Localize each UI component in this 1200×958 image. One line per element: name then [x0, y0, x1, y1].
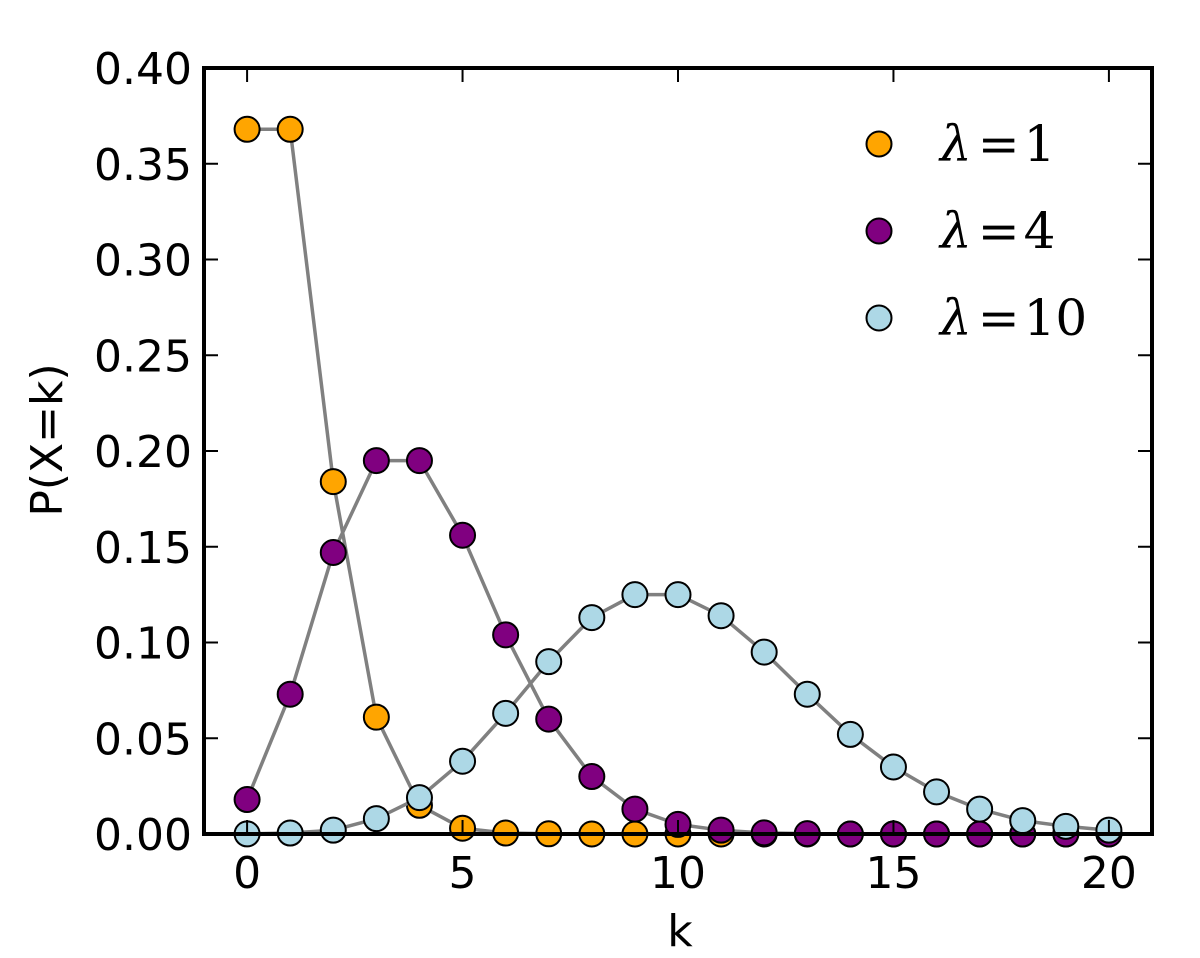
legend-equals: =	[978, 202, 1020, 260]
x-axis-label: k	[667, 906, 693, 957]
y-tick-label: 0.25	[94, 331, 192, 382]
legend-label: λ =1	[938, 115, 1055, 173]
data-point	[923, 778, 951, 806]
legend: λ =1λ =4λ =10	[865, 115, 1087, 347]
y-tick-label: 0.20	[94, 427, 192, 478]
data-point	[492, 621, 520, 649]
data-point	[405, 784, 433, 812]
legend-label: λ =4	[938, 202, 1055, 260]
y-tick-label: 0.40	[94, 44, 192, 95]
data-point	[535, 705, 563, 733]
y-tick-label: 0.30	[94, 236, 192, 287]
data-point	[492, 699, 520, 727]
data-point	[319, 468, 347, 496]
series-line	[245, 458, 1109, 836]
data-point	[319, 816, 347, 844]
legend-equals: =	[978, 289, 1020, 347]
legend-item: λ =1	[865, 115, 1055, 173]
plot-frame	[202, 66, 1154, 836]
y-tick-label: 0.15	[94, 523, 192, 574]
data-point	[793, 680, 821, 708]
y-axis-label: P(X=k)	[22, 363, 73, 516]
data-point	[535, 648, 563, 676]
data-point	[362, 447, 390, 475]
data-point	[362, 703, 390, 731]
data-point	[578, 604, 606, 632]
data-point	[664, 581, 692, 609]
data-point	[449, 521, 477, 549]
data-point	[836, 720, 864, 748]
data-point	[621, 581, 649, 609]
data-point	[405, 447, 433, 475]
x-tick-label: 5	[449, 848, 477, 899]
legend-label: λ =10	[938, 289, 1087, 347]
data-point	[233, 115, 261, 143]
legend-value: 10	[1024, 289, 1088, 347]
x-tick-label: 15	[865, 848, 921, 899]
series-2	[233, 447, 1123, 848]
legend-equals: =	[978, 115, 1020, 173]
legend-value: 1	[1024, 115, 1056, 173]
data-point	[879, 753, 907, 781]
y-tick-label: 0.05	[94, 714, 192, 765]
data-point	[276, 680, 304, 708]
data-point	[707, 816, 735, 844]
legend-marker	[865, 130, 893, 158]
data-point	[449, 747, 477, 775]
legend-value: 4	[1024, 202, 1056, 260]
legend-item: λ =10	[865, 289, 1087, 347]
y-tick-label: 0.10	[94, 619, 192, 670]
legend-symbol: λ	[938, 115, 972, 173]
data-point	[707, 602, 735, 630]
legend-marker	[865, 217, 893, 245]
legend-symbol: λ	[938, 202, 972, 260]
data-point	[362, 805, 390, 833]
data-point	[966, 795, 994, 823]
x-tick-label: 10	[650, 848, 706, 899]
x-tick-label: 0	[233, 848, 261, 899]
data-point	[276, 115, 304, 143]
data-point	[233, 786, 261, 814]
x-tick-label: 20	[1081, 848, 1137, 899]
legend-marker	[865, 304, 893, 332]
data-point	[319, 538, 347, 566]
y-tick-label: 0.00	[94, 810, 192, 861]
data-point	[1009, 807, 1037, 835]
data-point	[578, 763, 606, 791]
legend-symbol: λ	[938, 289, 972, 347]
legend-item: λ =4	[865, 202, 1055, 260]
ticks-layer: 0 5 10 15 20 0.00 0.05 0.10 0.15 0.20 0.25 0.30 0.35…	[94, 44, 1152, 899]
data-point	[621, 795, 649, 823]
y-tick-label: 0.35	[94, 140, 192, 191]
data-point	[750, 638, 778, 666]
